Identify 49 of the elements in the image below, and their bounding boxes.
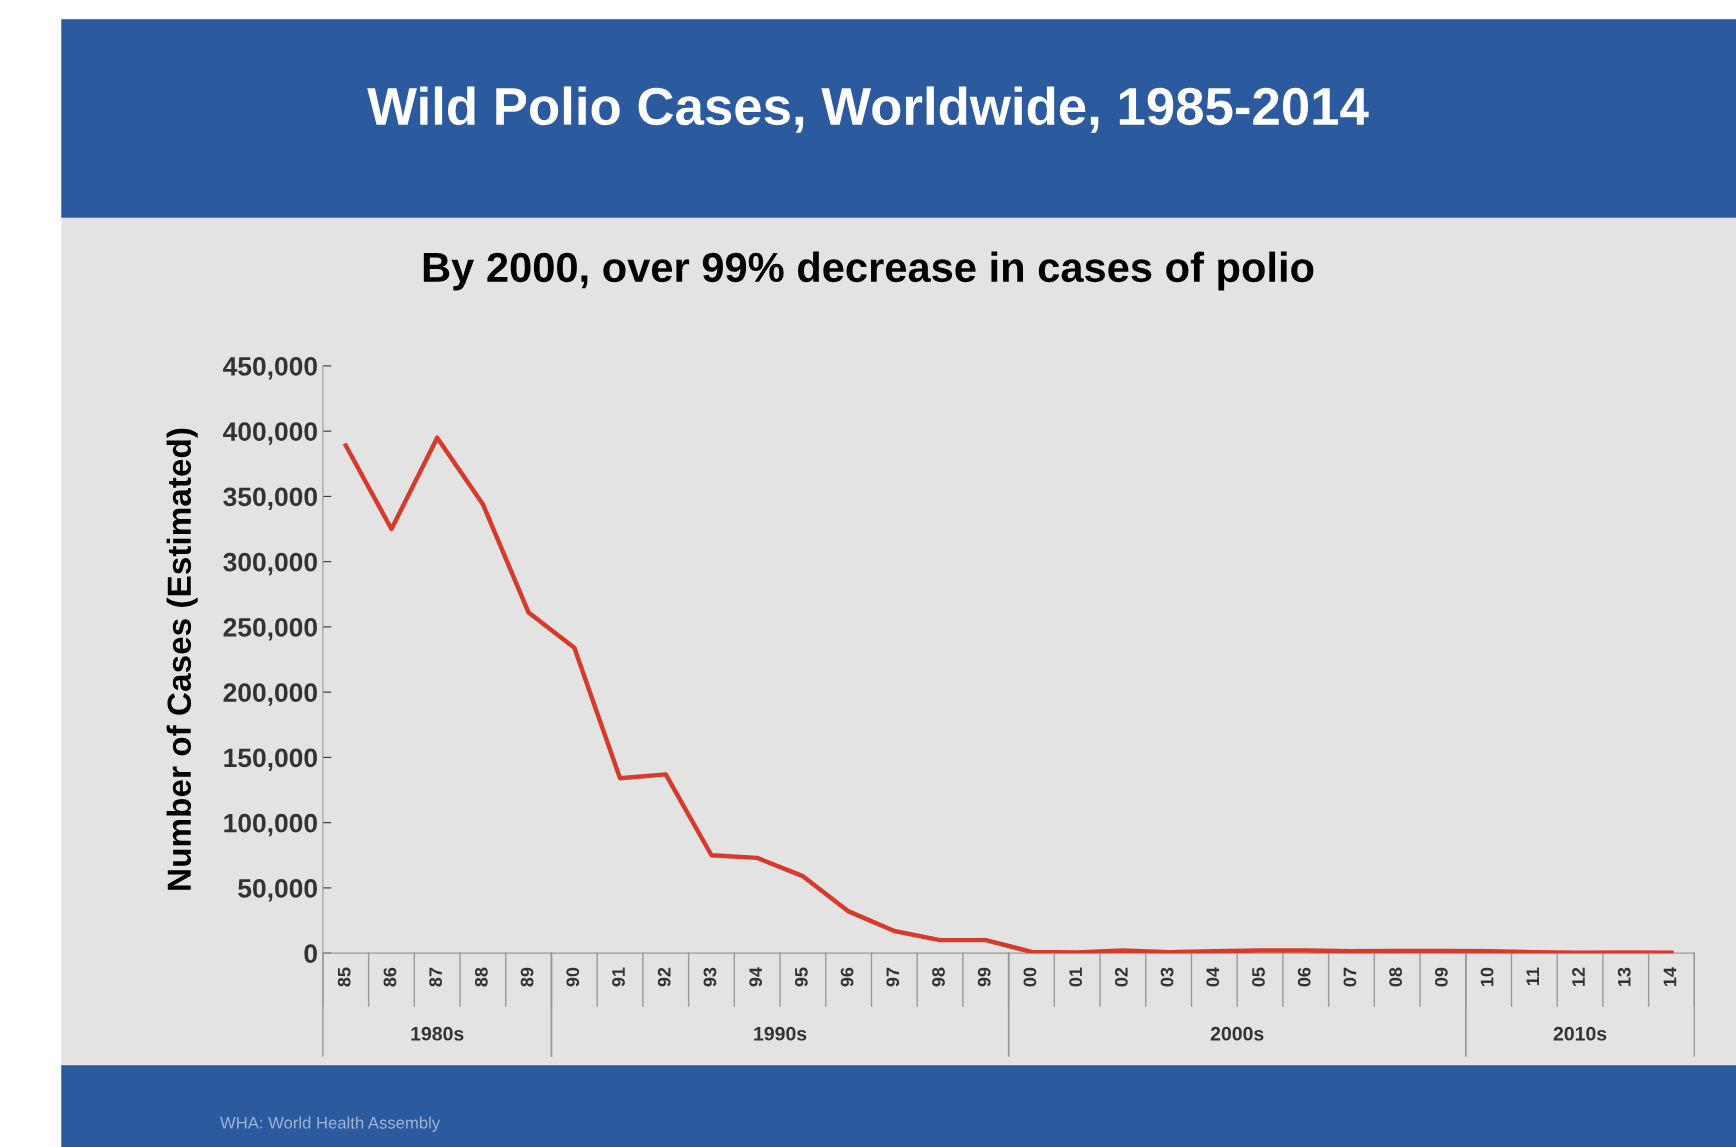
y-tick-label: 300,000 — [223, 552, 317, 576]
x-tick-label: 92 — [657, 967, 671, 987]
x-tick-label: 93 — [703, 967, 717, 987]
y-tick-label: 350,000 — [223, 487, 317, 511]
x-tick-label: 06 — [1297, 967, 1311, 987]
x-tick-label: 00 — [1023, 967, 1037, 987]
x-tick-label: 95 — [794, 967, 808, 987]
x-tick-label: 04 — [1206, 967, 1220, 987]
x-tick-label: 14 — [1663, 967, 1677, 986]
x-tick-label: 94 — [749, 967, 763, 987]
line-series — [343, 435, 1674, 954]
x-tick-label: 07 — [1343, 967, 1357, 987]
text: 1980s — [411, 1026, 464, 1041]
y-tick-label: 200,000 — [223, 683, 317, 706]
x-tick-label: 09 — [1434, 967, 1448, 987]
y-tick-label: 400,000 — [223, 422, 317, 445]
x-tick-label: 05 — [1252, 967, 1265, 987]
y-tick-label: 150,000 — [224, 748, 317, 772]
x-tick-label: 86 — [383, 967, 397, 987]
x-tick-label: 03 — [1160, 967, 1174, 987]
text: WHA: World Health Assembly — [220, 1116, 441, 1132]
y-tick-label: 250,000 — [223, 618, 317, 641]
x-tick-label: 85 — [337, 967, 351, 987]
chart-subtitle: By 2000, over 99% decrease in cases of polio — [423, 251, 1314, 291]
x-tick-label: 96 — [840, 967, 854, 987]
text: 2000s — [1210, 1026, 1264, 1041]
x-tick-label: 13 — [1617, 967, 1631, 986]
x-tick-label: 08 — [1389, 967, 1403, 987]
x-tick-label: 99 — [977, 967, 991, 987]
y-tick-label: 100,000 — [224, 813, 317, 837]
text: 2010s — [1553, 1026, 1607, 1041]
x-tick-label: 11 — [1526, 967, 1539, 985]
x-tick-label: 89 — [520, 967, 534, 987]
y-tick-label: 0 — [304, 944, 317, 963]
x-tick-label: 98 — [932, 967, 945, 987]
x-tick-label: 97 — [886, 967, 900, 987]
x-tick-label: 12 — [1572, 967, 1585, 986]
x-tick-label: 91 — [612, 967, 625, 987]
x-tick-label: 10 — [1480, 967, 1494, 986]
x-tick-label: 02 — [1114, 967, 1128, 987]
chart-title: Wild Polio Cases, Worldwide, 1985-2014 — [367, 86, 1369, 133]
y-tick-label: 450,000 — [223, 357, 317, 380]
x-tick-label: 01 — [1069, 967, 1083, 987]
x-tick-label: 88 — [474, 967, 488, 987]
y-axis-title: Number of Cases (Estimated) — [166, 428, 198, 890]
x-tick-label: 87 — [429, 967, 443, 987]
x-tick-label: 90 — [566, 967, 580, 987]
y-tick-label: 50,000 — [238, 879, 317, 902]
text: 1990s — [754, 1026, 807, 1041]
